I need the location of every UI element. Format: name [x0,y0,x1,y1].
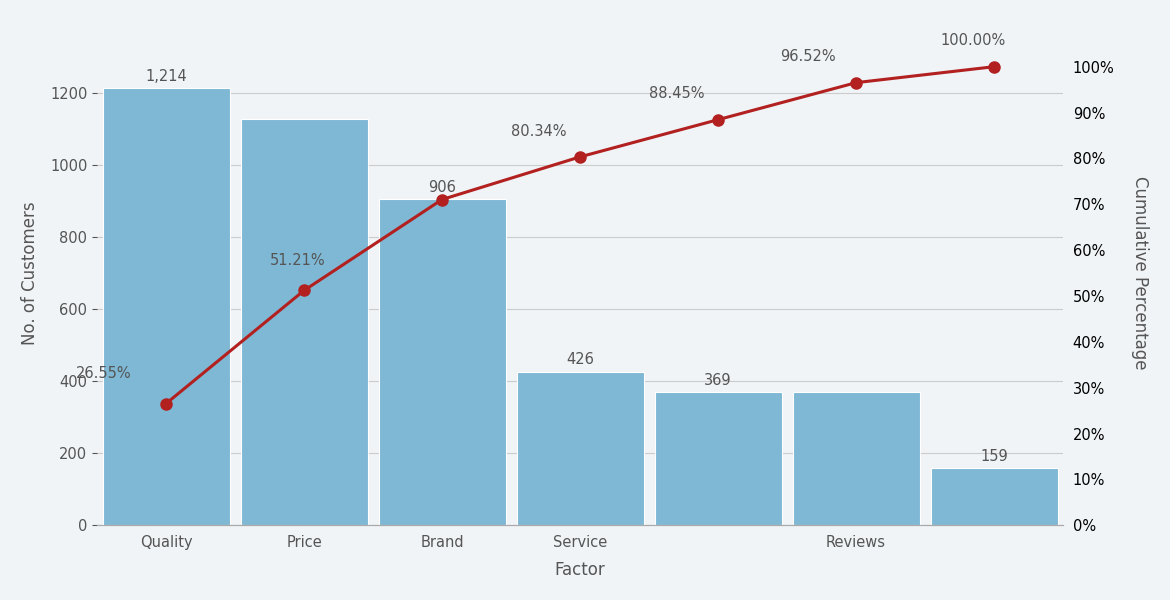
Y-axis label: Cumulative Percentage: Cumulative Percentage [1131,176,1149,370]
Bar [930,468,1058,526]
X-axis label: Factor: Factor [555,561,605,579]
Y-axis label: No. of Customers: No. of Customers [21,201,39,345]
Text: 88.45%: 88.45% [649,86,704,101]
Text: 80.34%: 80.34% [511,124,566,139]
Text: 96.52%: 96.52% [780,49,835,64]
Text: 159: 159 [980,449,1007,464]
Bar [379,199,505,526]
Text: 51.21%: 51.21% [269,253,325,268]
Text: 426: 426 [566,352,594,367]
Text: 369: 369 [704,373,732,388]
Text: 906: 906 [428,179,456,194]
Bar [103,88,229,526]
Bar [517,372,644,526]
Text: 26.55%: 26.55% [76,365,132,380]
Text: 100.00%: 100.00% [941,34,1006,49]
Bar [792,392,920,526]
Bar [654,392,782,526]
Bar [241,119,367,526]
Text: 1,214: 1,214 [145,68,187,83]
